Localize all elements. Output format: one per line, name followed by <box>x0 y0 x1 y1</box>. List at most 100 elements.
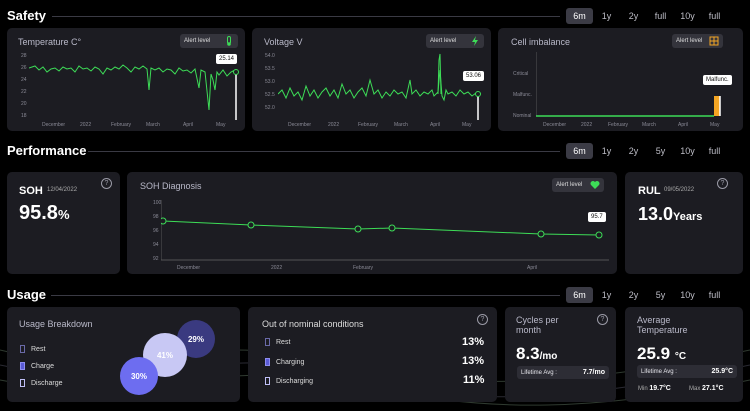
divider <box>52 16 560 17</box>
range-10y[interactable]: 10y <box>680 146 695 156</box>
range-full[interactable]: full <box>708 290 721 300</box>
cell-imbalance-chart <box>536 52 721 117</box>
y-tick: 28 <box>21 53 27 59</box>
range-2y[interactable]: 2y <box>628 11 639 21</box>
voltage-alert: Alert level <box>426 34 484 48</box>
soh-diagnosis-line-chart <box>161 200 609 261</box>
soh-diagnosis-card: SOH Diagnosis Alert level 100 98 96 94 9… <box>127 172 617 274</box>
lightning-icon <box>472 36 478 46</box>
cycles-card: Cycles per month ? 8.3/mo Lifetime Avg :… <box>505 307 616 402</box>
x-tick: April <box>527 265 538 271</box>
rul-date: 09/05/2022 <box>664 187 695 193</box>
range-5y[interactable]: 5y <box>655 146 666 156</box>
range-2y[interactable]: 2y <box>628 146 639 156</box>
alert-label: Alert level <box>430 38 457 44</box>
y-tick: 52.0 <box>265 105 275 111</box>
nominal-value-rest: 13% <box>462 336 485 348</box>
battery-grid-icon <box>709 36 719 46</box>
info-icon[interactable]: ? <box>101 178 112 189</box>
range-full[interactable]: full <box>708 11 721 21</box>
alert-label: Alert level <box>676 38 703 44</box>
average-temperature-title: Average Temperature <box>637 315 688 335</box>
performance-title: Performance <box>7 143 87 158</box>
divider <box>51 295 560 296</box>
voltage-card: Voltage V Alert level 54.0 53.5 53.0 52.… <box>252 28 491 131</box>
y-tick: 20 <box>21 101 27 107</box>
cell-imbalance-card: Cell imbalance Alert level Critical Malf… <box>498 28 743 131</box>
nominal-conditions-card: Out of nominal conditions ? Rest 13% Cha… <box>248 307 497 402</box>
avgtemp-lifetime: Lifetime Avg : 25.9°C <box>637 365 737 378</box>
voltage-current-value: 53.06 <box>463 71 485 81</box>
range-6m[interactable]: 6m <box>566 8 593 24</box>
range-6m[interactable]: 6m <box>566 287 593 303</box>
rul-card: RUL 09/05/2022 ? 13.0Years <box>625 172 743 274</box>
alert-label: Alert level <box>184 38 211 44</box>
y-tick: 98 <box>153 214 159 220</box>
rul-unit: Years <box>673 211 703 223</box>
lifetime-label: Lifetime Avg : <box>641 368 677 375</box>
avgtemp-max: Max 27.1°C <box>689 385 724 392</box>
nominal-value-charging: 13% <box>462 355 485 367</box>
cell-imbalance-current-value: Malfunc. <box>703 75 732 85</box>
cell-imbalance-alert: Alert level <box>672 34 723 48</box>
battery-icon <box>265 338 270 346</box>
usage-breakdown-title: Usage Breakdown <box>19 319 93 329</box>
info-icon[interactable]: ? <box>597 314 608 325</box>
y-tick: 18 <box>21 113 27 119</box>
range-1y[interactable]: 1y <box>601 146 612 156</box>
safety-range-selector: 6m 1y 2y full 10y full <box>566 8 728 24</box>
average-temperature-value: 25.9 °C <box>637 344 687 363</box>
y-tick: 53.5 <box>265 66 275 72</box>
nominal-value-discharging: 11% <box>463 374 485 386</box>
divider <box>88 151 560 152</box>
info-icon[interactable]: ? <box>717 178 728 189</box>
cycles-value: 8.3/mo <box>516 344 558 363</box>
x-tick: February <box>353 265 374 271</box>
performance-range-selector: 6m 1y 2y 5y 10y full <box>566 143 728 159</box>
temperature-card: Temperature C° Alert level 28 26 24 22 2… <box>7 28 245 131</box>
soh-date: 12/04/2022 <box>47 187 78 193</box>
range-1y[interactable]: 1y <box>601 11 612 21</box>
temperature-line-chart <box>29 64 239 120</box>
lifetime-value: 25.9°C <box>711 368 733 375</box>
usage-title: Usage <box>7 287 47 302</box>
y-tick: Malfunc. <box>513 92 532 98</box>
range-1y[interactable]: 1y <box>601 290 612 300</box>
x-tick: 2022 <box>271 265 283 271</box>
y-tick: 54.0 <box>265 53 275 59</box>
thermometer-icon <box>227 36 231 46</box>
x-tick: 2022 <box>581 122 593 128</box>
soh-card: SOH 12/04/2022 ? 95.8% <box>7 172 120 274</box>
nominal-row-charging: Charging <box>265 358 304 366</box>
bubble-discharge: 30% <box>120 357 158 395</box>
cell-imbalance-title: Cell imbalance <box>511 37 571 47</box>
alert-label: Alert level <box>556 182 583 188</box>
y-tick: 26 <box>21 65 27 71</box>
x-tick: February <box>111 122 132 128</box>
x-tick: February <box>608 122 629 128</box>
usage-breakdown-card: Usage Breakdown Rest Charge Discharge 29… <box>7 307 240 402</box>
range-5y[interactable]: full <box>654 11 667 21</box>
range-6m[interactable]: 6m <box>566 143 593 159</box>
y-tick: 100 <box>153 200 162 206</box>
range-10y[interactable]: 10y <box>680 290 695 300</box>
range-5y[interactable]: 5y <box>655 290 666 300</box>
x-tick: December <box>42 122 66 128</box>
info-icon[interactable]: ? <box>477 314 488 325</box>
x-tick: March <box>642 122 656 128</box>
range-2y[interactable]: 2y <box>628 290 639 300</box>
range-full[interactable]: full <box>708 146 721 156</box>
soh-diagnosis-title: SOH Diagnosis <box>140 181 202 191</box>
range-10y[interactable]: 10y <box>680 11 695 21</box>
voltage-line-chart <box>278 53 482 120</box>
x-tick: March <box>394 122 408 128</box>
rul-label: RUL <box>638 185 661 197</box>
x-tick: April <box>678 122 689 128</box>
y-tick: 24 <box>21 77 27 83</box>
x-tick: 2022 <box>328 122 340 128</box>
lifetime-value: 7.7/mo <box>582 369 605 376</box>
cycles-title: Cycles per month <box>516 315 559 335</box>
x-tick: December <box>288 122 312 128</box>
safety-title: Safety <box>7 8 47 23</box>
soh-unit: % <box>57 207 70 222</box>
